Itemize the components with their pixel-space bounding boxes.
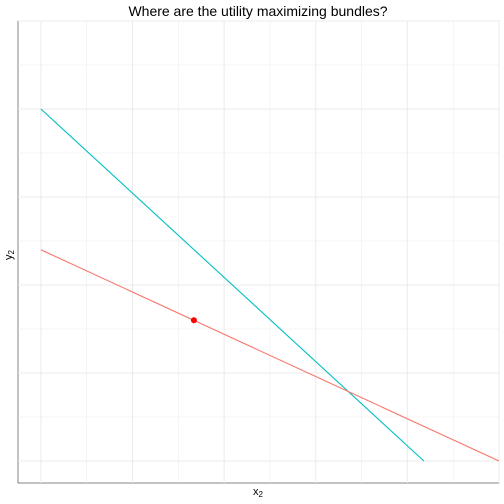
x-axis-label-base: x	[253, 486, 259, 498]
y-axis-label: y2	[3, 249, 16, 260]
x-axis-label-subscript: 2	[259, 490, 264, 499]
y-axis-label-subscript: 2	[7, 249, 16, 254]
chart-title: Where are the utility maximizing bundles…	[128, 3, 387, 19]
x-axis-label: x2	[253, 486, 264, 499]
series-layer	[40, 108, 500, 462]
series-line-1	[40, 108, 425, 462]
y-axis-label-base: y	[3, 254, 15, 260]
data-point-1	[190, 317, 197, 324]
grid-major	[18, 20, 500, 483]
grid-minor	[18, 21, 499, 483]
series-line-2	[40, 249, 500, 462]
points-layer	[190, 317, 197, 324]
plot-panel	[17, 20, 500, 484]
